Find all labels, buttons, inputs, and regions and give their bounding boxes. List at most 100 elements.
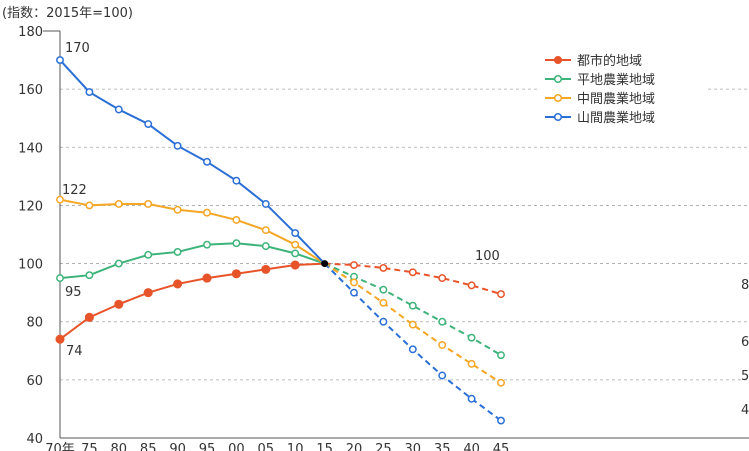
- data-point: [55, 334, 65, 344]
- x-tick-label: 35: [434, 442, 451, 451]
- data-point: [173, 141, 182, 150]
- data-point: [85, 201, 94, 210]
- data-point: [291, 249, 300, 258]
- data-point: [232, 176, 241, 185]
- x-tick-label: 90: [169, 442, 186, 451]
- data-point: [114, 259, 123, 268]
- data-point: [438, 317, 447, 326]
- legend-label: 中間農業地域: [577, 91, 655, 107]
- data-point: [203, 157, 211, 166]
- value-label: 95: [65, 285, 82, 300]
- data-point: [291, 240, 300, 249]
- x-tick-label: 45: [493, 442, 510, 451]
- x-tick-label: 30: [405, 442, 422, 451]
- legend-marker: [553, 55, 563, 65]
- data-point: [114, 105, 123, 114]
- legend-label: 都市的地域: [577, 53, 642, 69]
- data-point: [350, 288, 358, 297]
- data-point: [290, 260, 300, 270]
- data-point: [173, 247, 182, 256]
- data-point: [261, 264, 271, 274]
- x-tick-labels: 70年 75 80 85 90 95 00 05 10 15 20 25 30 35 40 45: [45, 442, 509, 451]
- x-tick-label: 95: [199, 442, 216, 451]
- y-tick-labels: 40 60 80 100 120 140 160 180: [18, 25, 43, 447]
- data-point: [379, 285, 388, 294]
- data-point: [85, 88, 94, 97]
- value-label: 8: [741, 278, 749, 293]
- data-point: [144, 120, 153, 128]
- legend-marker: [553, 74, 563, 84]
- legend-background: [538, 46, 708, 119]
- data-point: [497, 351, 505, 360]
- y-tick-label: 140: [18, 141, 43, 156]
- value-label: 170: [65, 41, 90, 56]
- series-line-solid: [59, 262, 325, 340]
- data-point: [231, 269, 241, 279]
- x-tick-label: 05: [258, 442, 275, 451]
- data-point: [408, 320, 417, 329]
- data-point: [438, 274, 447, 283]
- data-point: [261, 200, 270, 208]
- series-lines: [59, 59, 502, 422]
- x-tick-label: 80: [111, 442, 128, 451]
- data-point: [84, 312, 94, 322]
- x-tick-label: 20: [346, 442, 363, 451]
- y-tick-label: 80: [26, 316, 43, 331]
- value-label: 5: [741, 369, 749, 384]
- data-point: [114, 299, 124, 309]
- data-point: [291, 229, 300, 237]
- data-point: [350, 261, 358, 269]
- base-point: [321, 260, 329, 268]
- data-point: [350, 278, 358, 287]
- data-point: [144, 250, 153, 259]
- data-point: [497, 290, 505, 299]
- data-point: [173, 205, 182, 214]
- x-tick-label: 85: [140, 442, 157, 451]
- value-labels: 170 122 95 74 100 8 6 5 4: [62, 41, 749, 418]
- value-label: 6: [741, 335, 749, 350]
- series-points: [55, 56, 505, 425]
- data-point: [408, 345, 417, 354]
- data-point: [497, 416, 505, 425]
- data-point: [408, 268, 417, 277]
- y-tick-label: 120: [18, 199, 43, 214]
- data-point: [467, 281, 476, 290]
- x-tick-label: 15: [316, 442, 333, 451]
- data-point: [143, 288, 153, 298]
- data-point: [438, 371, 447, 380]
- data-point: [114, 200, 123, 208]
- value-label: 122: [62, 183, 87, 198]
- value-label: 4: [741, 403, 749, 418]
- data-point: [261, 226, 270, 235]
- data-point: [144, 200, 153, 208]
- y-tick-label: 100: [18, 258, 43, 273]
- series-line-solid: [59, 59, 326, 265]
- legend-label: 山間農業地域: [577, 110, 655, 126]
- x-tick-label: 25: [375, 442, 392, 451]
- data-point: [467, 359, 476, 368]
- value-label: 74: [66, 344, 83, 359]
- data-point: [56, 274, 64, 283]
- value-label: 100: [475, 249, 500, 264]
- data-point: [203, 240, 211, 249]
- grid-lines: [60, 88, 749, 381]
- x-tick-label: 40: [463, 442, 480, 451]
- data-point: [497, 378, 505, 387]
- series-line-solid: [59, 242, 325, 280]
- data-point: [261, 242, 270, 251]
- data-point: [173, 279, 183, 289]
- data-point: [232, 239, 241, 248]
- y-tick-label: 180: [18, 25, 43, 40]
- unit-label: (指数：2015年=100): [2, 6, 133, 21]
- data-point: [56, 56, 64, 65]
- x-tick-label: 00: [228, 442, 245, 451]
- x-tick-label: 70年: [45, 442, 75, 451]
- data-point: [379, 263, 388, 272]
- axes: [43, 30, 749, 439]
- data-point: [203, 208, 211, 217]
- data-point: [408, 301, 417, 310]
- data-point: [85, 271, 94, 280]
- legend-marker: [553, 112, 563, 122]
